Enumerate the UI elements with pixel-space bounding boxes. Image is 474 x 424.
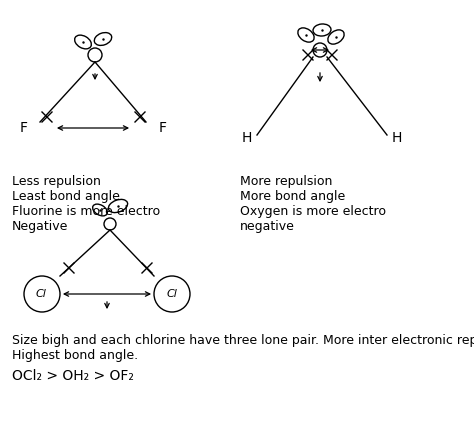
Text: More bond angle: More bond angle	[240, 190, 345, 203]
Text: Negative: Negative	[12, 220, 68, 233]
Text: OCl₂ > OH₂ > OF₂: OCl₂ > OH₂ > OF₂	[12, 369, 134, 383]
Text: H: H	[242, 131, 252, 145]
Text: Cl: Cl	[36, 289, 46, 299]
Text: Cl: Cl	[166, 289, 177, 299]
Text: More repulsion: More repulsion	[240, 175, 332, 188]
Text: Oxygen is more electro: Oxygen is more electro	[240, 205, 386, 218]
Text: F: F	[159, 121, 167, 135]
Text: Highest bond angle.: Highest bond angle.	[12, 349, 138, 362]
Text: F: F	[20, 121, 28, 135]
Text: H: H	[392, 131, 402, 145]
Text: Least bond angle: Least bond angle	[12, 190, 120, 203]
Text: Fluorine is more electro: Fluorine is more electro	[12, 205, 160, 218]
Text: Less repulsion: Less repulsion	[12, 175, 101, 188]
Text: negative: negative	[240, 220, 295, 233]
Text: Size bigh and each chlorine have three lone pair. More inter electronic repulsio: Size bigh and each chlorine have three l…	[12, 334, 474, 347]
